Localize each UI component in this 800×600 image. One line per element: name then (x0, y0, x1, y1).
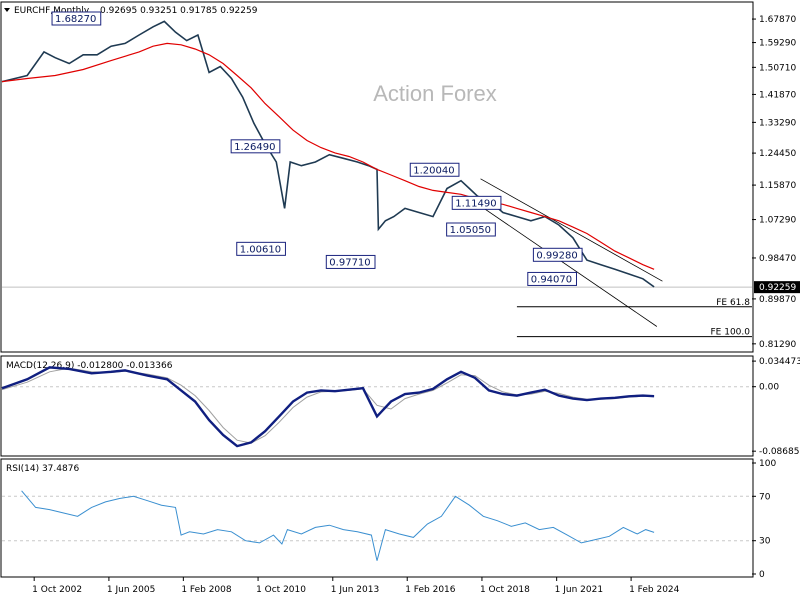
macd-tick-label: 0.034473 (759, 357, 800, 367)
x-tick-label: 1 Oct 2010 (256, 585, 306, 595)
x-tick-label: 1 Jun 2005 (107, 585, 155, 595)
price-annotation-box (446, 222, 496, 237)
rsi-panel[interactable]: RSI(14) 37.4876 100 70 30 0 (0, 458, 776, 580)
macd-panel[interactable]: MACD(12,26,9) -0.012800 -0.013366 0.0344… (0, 355, 800, 457)
price-tick-label: 1.59290 (759, 39, 796, 49)
price-annotation-box (230, 139, 281, 154)
price-annotation-box (451, 195, 502, 210)
price-tick-label: 1.15870 (759, 181, 796, 191)
macd-panel-frame (0, 355, 754, 457)
channel-lower-line (471, 199, 658, 327)
price-tick-label: 1.50710 (759, 63, 796, 73)
rsi-panel-frame (0, 458, 754, 578)
fe-level-label: FE 61.8 (716, 298, 750, 308)
x-tick-label: 1 Oct 2002 (32, 585, 82, 595)
price-annotation-box (532, 247, 583, 262)
price-annotation-label: 1.68270 (55, 14, 96, 25)
price-annotation-label: 0.99280 (536, 250, 577, 261)
x-axis: 1 Oct 2002 1 Jun 2005 1 Feb 2008 1 Oct 2010… (32, 577, 680, 595)
price-tick-label: 1.24450 (759, 149, 796, 159)
header-ohlc: 0.92695 0.93251 0.91785 0.92259 (100, 6, 258, 16)
macd-tick-label: -0.086855 (759, 447, 800, 457)
header-symbol: EURCHF,Monthly (14, 6, 90, 16)
moving-average-line (1, 42, 655, 270)
rsi-tick-label: 70 (759, 492, 771, 502)
current-price-label: 0.92259 (759, 283, 796, 293)
macd-tick-label: 0.00 (759, 383, 779, 393)
price-annotation-box (236, 241, 286, 256)
macd-axis: 0.034473 0.00 -0.086855 (752, 357, 800, 457)
price-series-line (1, 20, 655, 288)
price-annotation-label: 1.05050 (450, 225, 491, 236)
rsi-tick-label: 100 (759, 459, 776, 469)
price-annotation-label: 1.26490 (234, 142, 275, 153)
price-annotation-label: 1.20040 (413, 165, 454, 176)
x-tick-label: 1 Feb 2008 (181, 585, 232, 595)
watermark: Action Forex (373, 81, 497, 106)
price-layer: FE 61.8 FE 100.0 1.68270 1.26490 1.00610 0.97… (1, 11, 752, 338)
price-annotation-label: 1.11490 (455, 198, 496, 209)
macd-label: MACD(12,26,9) -0.012800 -0.013366 (6, 361, 173, 371)
price-tick-label: 0.98470 (759, 254, 796, 264)
rsi-label: RSI(14) 37.4876 (6, 464, 79, 474)
x-tick-label: 1 Jun 2021 (555, 585, 603, 595)
price-tick-label: 1.41870 (759, 90, 796, 100)
rsi-tick-label: 30 (759, 537, 771, 547)
price-annotation-label: 0.94070 (531, 274, 572, 285)
rsi-line (21, 490, 655, 561)
price-annotation-label: 0.97710 (329, 257, 370, 268)
rsi-layer (2, 490, 752, 561)
rsi-tick-label: 0 (759, 570, 765, 580)
channel-upper-line (480, 178, 663, 282)
rsi-axis: 100 70 30 0 (752, 459, 776, 580)
x-tick-label: 1 Jun 2013 (331, 585, 379, 595)
price-tick-label: 1.07290 (759, 216, 796, 226)
price-tick-label: 0.89870 (759, 295, 796, 305)
price-tick-label: 1.33290 (759, 118, 796, 128)
price-annotation-box (51, 11, 102, 26)
x-tick-label: 1 Feb 2016 (405, 585, 456, 595)
price-panel[interactable]: Action Forex EURCHF,Monthly 0.92695 0.93… (0, 1, 800, 353)
price-annotation-box (409, 162, 460, 177)
x-tick-label: 1 Feb 2024 (629, 585, 680, 595)
macd-line (1, 366, 655, 448)
fe-level-label: FE 100.0 (711, 328, 751, 338)
price-tick-label: 0.81290 (759, 340, 796, 350)
price-annotation-label: 1.00610 (240, 244, 281, 255)
triangle-down-icon[interactable] (4, 8, 10, 12)
price-tick-label: 1.67870 (759, 15, 796, 25)
price-annotation-box (325, 254, 376, 269)
price-annotation-box (527, 271, 577, 286)
x-tick-label: 1 Oct 2018 (480, 585, 530, 595)
current-price-badge (754, 281, 800, 294)
macd-layer (1, 366, 752, 448)
price-axis: 1.67870 1.59290 1.50710 1.41870 1.33290 1.244… (752, 15, 800, 350)
